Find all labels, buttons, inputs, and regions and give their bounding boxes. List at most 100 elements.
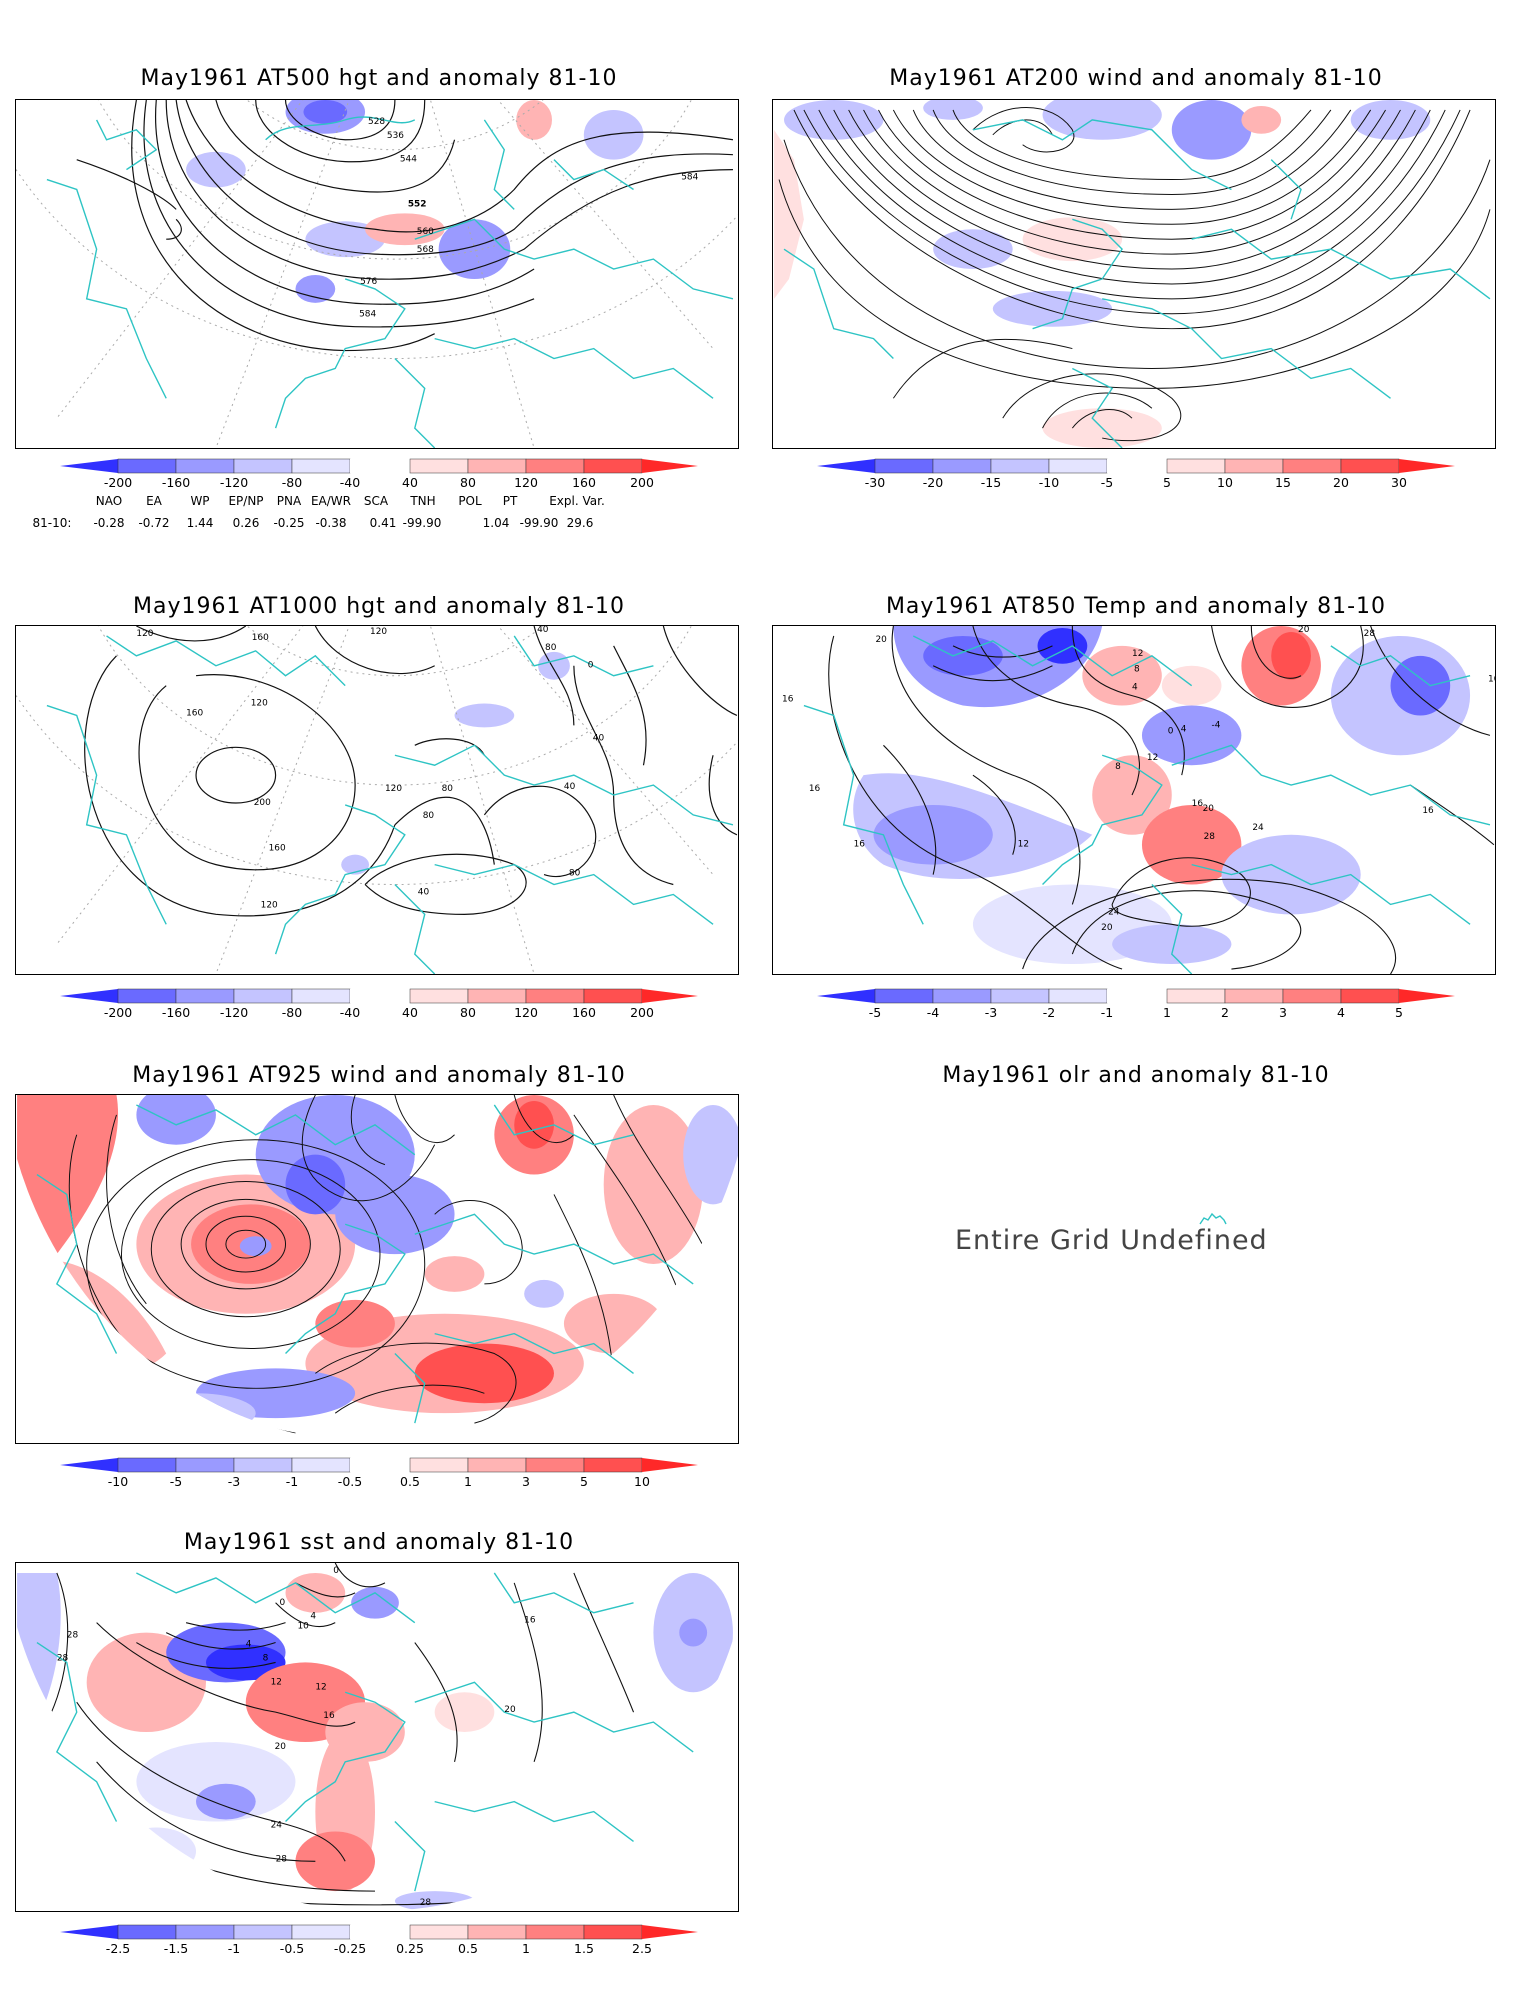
colorbar-swatch bbox=[175, 458, 235, 474]
contour-label: 28 bbox=[1364, 629, 1376, 639]
contour-label: 0 bbox=[280, 1598, 286, 1608]
contour-label: 584 bbox=[681, 173, 698, 183]
map-at925-plot bbox=[17, 1095, 738, 1434]
colorbar-swatch bbox=[1399, 459, 1455, 473]
colorbar-tick: 15 bbox=[1275, 475, 1291, 490]
colorbar-swatch bbox=[60, 459, 118, 473]
colorbar-tick: -10 bbox=[107, 1474, 129, 1489]
colorbar-tick: 1 bbox=[464, 1474, 472, 1489]
colorbar-swatch bbox=[583, 988, 643, 1004]
undefined-grid-message: Entire Grid Undefined bbox=[955, 1225, 1268, 1256]
colorbar-swatch bbox=[642, 1925, 698, 1939]
colorbar-swatch bbox=[467, 1457, 527, 1473]
colorbar-tick: 1 bbox=[522, 1941, 530, 1956]
colorbar-tick: 160 bbox=[572, 1005, 596, 1020]
teleconnection-value: -99.90 bbox=[402, 516, 442, 530]
colorbar-tick: -1 bbox=[1100, 1005, 1114, 1020]
contour-label: 16 bbox=[524, 1616, 536, 1626]
teleconnection-name: WP bbox=[190, 494, 210, 508]
colorbar-swatch bbox=[1166, 458, 1226, 474]
colorbar-tick: 40 bbox=[402, 475, 418, 490]
colorbar-swatch bbox=[350, 989, 410, 1003]
colorbar-swatch bbox=[932, 988, 992, 1004]
panel-title-at850: May1961 AT850 Temp and anomaly 81-10 bbox=[885, 594, 1387, 619]
contour-label: 552 bbox=[408, 199, 427, 209]
colorbar-swatch bbox=[1340, 458, 1400, 474]
anomaly-shading bbox=[853, 626, 1471, 965]
colorbar-swatch bbox=[233, 458, 293, 474]
colorbar-tick: -80 bbox=[281, 1005, 303, 1020]
contour-label: 20 bbox=[504, 1705, 516, 1715]
colorbar-swatch bbox=[291, 988, 351, 1004]
colorbar-swatch bbox=[350, 1458, 410, 1472]
colorbar-tick: -2 bbox=[1042, 1005, 1056, 1020]
contour-label: 12 bbox=[1018, 840, 1029, 850]
teleconnection-value: -0.72 bbox=[138, 516, 170, 530]
colorbar-tick: 40 bbox=[402, 1005, 418, 1020]
colorbar-tick: -0.5 bbox=[279, 1941, 305, 1956]
colorbar-swatch bbox=[175, 1924, 235, 1940]
colorbar-tick: -0.25 bbox=[333, 1941, 367, 1956]
teleconnection-values: 81-10: -0.28 -0.72 1.44 0.26 -0.25 -0.38… bbox=[0, 516, 760, 532]
contour-label: 12 bbox=[1132, 649, 1143, 659]
anomaly-shading bbox=[17, 1095, 738, 1434]
colorbar-swatch bbox=[990, 988, 1050, 1004]
colorbar-swatch bbox=[409, 1924, 469, 1940]
contour-label: 4 bbox=[246, 1640, 252, 1650]
colorbar-ticks: -2.5 -1.5 -1 -0.5 -0.25 0.25 0.5 1 1.5 2… bbox=[60, 1941, 700, 1957]
colorbar-tick: 2 bbox=[1221, 1005, 1229, 1020]
contour-label: 8 bbox=[263, 1653, 269, 1663]
contour-label: 536 bbox=[387, 131, 404, 141]
colorbar-tick: -5 bbox=[868, 1005, 882, 1020]
colorbar-swatch bbox=[642, 459, 698, 473]
colorbar-tick: 0.25 bbox=[396, 1941, 424, 1956]
colorbar-swatch bbox=[117, 458, 177, 474]
colorbar-sst: -2.5 -1.5 -1 -0.5 -0.25 0.25 0.5 1 1.5 2… bbox=[60, 1924, 700, 1958]
colorbar-ticks: -200 -160 -120 -80 -40 40 80 120 160 200 bbox=[60, 475, 700, 491]
colorbar-swatch bbox=[1282, 458, 1342, 474]
colorbar-swatch bbox=[117, 988, 177, 1004]
contour-label: 16 bbox=[854, 840, 866, 850]
colorbar-tick: -160 bbox=[161, 475, 191, 490]
colorbar-swatches bbox=[60, 1924, 698, 1940]
colorbar-swatch bbox=[350, 459, 410, 473]
contour-label: 40 bbox=[537, 626, 549, 635]
contour-label: 80 bbox=[423, 811, 435, 821]
panel-title-at925: May1961 AT925 wind and anomaly 81-10 bbox=[132, 1063, 626, 1088]
colorbar-swatch bbox=[874, 988, 934, 1004]
colorbar-swatch bbox=[233, 1457, 293, 1473]
teleconnection-name: TNH bbox=[410, 494, 436, 508]
colorbar-tick: 5 bbox=[1395, 1005, 1403, 1020]
height-contours bbox=[84, 626, 738, 917]
colorbar-tick: 3 bbox=[522, 1474, 530, 1489]
colorbar-tick: 5 bbox=[1163, 475, 1171, 490]
colorbar-tick: -5 bbox=[1100, 475, 1114, 490]
colorbar-swatch bbox=[409, 1457, 469, 1473]
map-at1000: 120 160 120 120 160 200 160 120 80 40 40… bbox=[15, 625, 739, 975]
contour-label: 576 bbox=[360, 277, 377, 287]
map-sst-plot: 0 0 4 10 4 8 12 12 16 20 24 28 28 28 28 … bbox=[17, 1563, 733, 1911]
contour-label: 40 bbox=[418, 887, 430, 897]
contour-label: 8 bbox=[1115, 762, 1121, 772]
contour-label: 20 bbox=[275, 1742, 287, 1752]
contour-label: 20 bbox=[1101, 923, 1113, 933]
map-sst: 0 0 4 10 4 8 12 12 16 20 24 28 28 28 28 … bbox=[15, 1562, 739, 1912]
map-at200-plot bbox=[774, 100, 1491, 448]
colorbar-at500: -200 -160 -120 -80 -40 40 80 120 160 200 bbox=[60, 458, 700, 492]
colorbar-tick: -80 bbox=[281, 475, 303, 490]
colorbar-swatch bbox=[1224, 988, 1284, 1004]
colorbar-swatch bbox=[1224, 458, 1284, 474]
contour-label: 544 bbox=[400, 155, 417, 165]
contour-labels: 20 16 16 16 12 12 8 4 0 -4 4 8 12 16 20 … bbox=[782, 626, 1495, 933]
teleconnection-value: 0.26 bbox=[232, 516, 260, 530]
colorbar-tick: -3 bbox=[984, 1005, 998, 1020]
contour-label: 24 bbox=[1252, 823, 1264, 833]
colorbar-tick: 1.5 bbox=[574, 1941, 594, 1956]
contour-label: 568 bbox=[417, 245, 434, 255]
contour-label: 28 bbox=[276, 1854, 288, 1864]
contour-label: 120 bbox=[136, 629, 153, 639]
colorbar-tick: -4 bbox=[926, 1005, 940, 1020]
colorbar-swatch bbox=[817, 989, 875, 1003]
contour-label: 16 bbox=[1192, 799, 1204, 809]
colorbar-at200: -30 -20 -15 -10 -5 5 10 15 20 30 bbox=[817, 458, 1457, 492]
